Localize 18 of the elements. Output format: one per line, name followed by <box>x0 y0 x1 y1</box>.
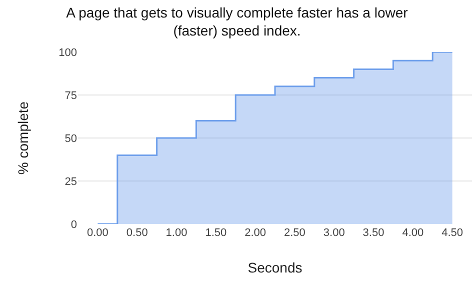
y-tick-label: 50 <box>64 132 77 145</box>
x-tick-label: 0.00 <box>86 227 108 239</box>
y-tick-label: 25 <box>64 176 77 188</box>
chart-title: A page that gets to visually complete faster has a lower (faster) speed index. <box>66 4 408 39</box>
x-tick-label: 3.50 <box>362 227 384 239</box>
x-tick-label: 2.00 <box>244 227 266 239</box>
y-tick-label: 100 <box>58 46 77 59</box>
x-tick-label: 4.50 <box>442 227 464 239</box>
x-tick-label: 4.00 <box>402 227 424 239</box>
x-tick-label: 1.50 <box>205 227 227 239</box>
x-axis-title: Seconds <box>248 259 302 276</box>
y-tick-label: 0 <box>70 218 77 231</box>
x-tick-label: 3.00 <box>323 227 345 239</box>
x-tick-label: 0.50 <box>126 227 148 239</box>
y-axis-title: % complete <box>15 101 32 175</box>
x-tick-label: 2.50 <box>284 227 306 239</box>
x-tick-label: 1.00 <box>166 227 188 239</box>
y-tick-label: 75 <box>64 90 77 102</box>
